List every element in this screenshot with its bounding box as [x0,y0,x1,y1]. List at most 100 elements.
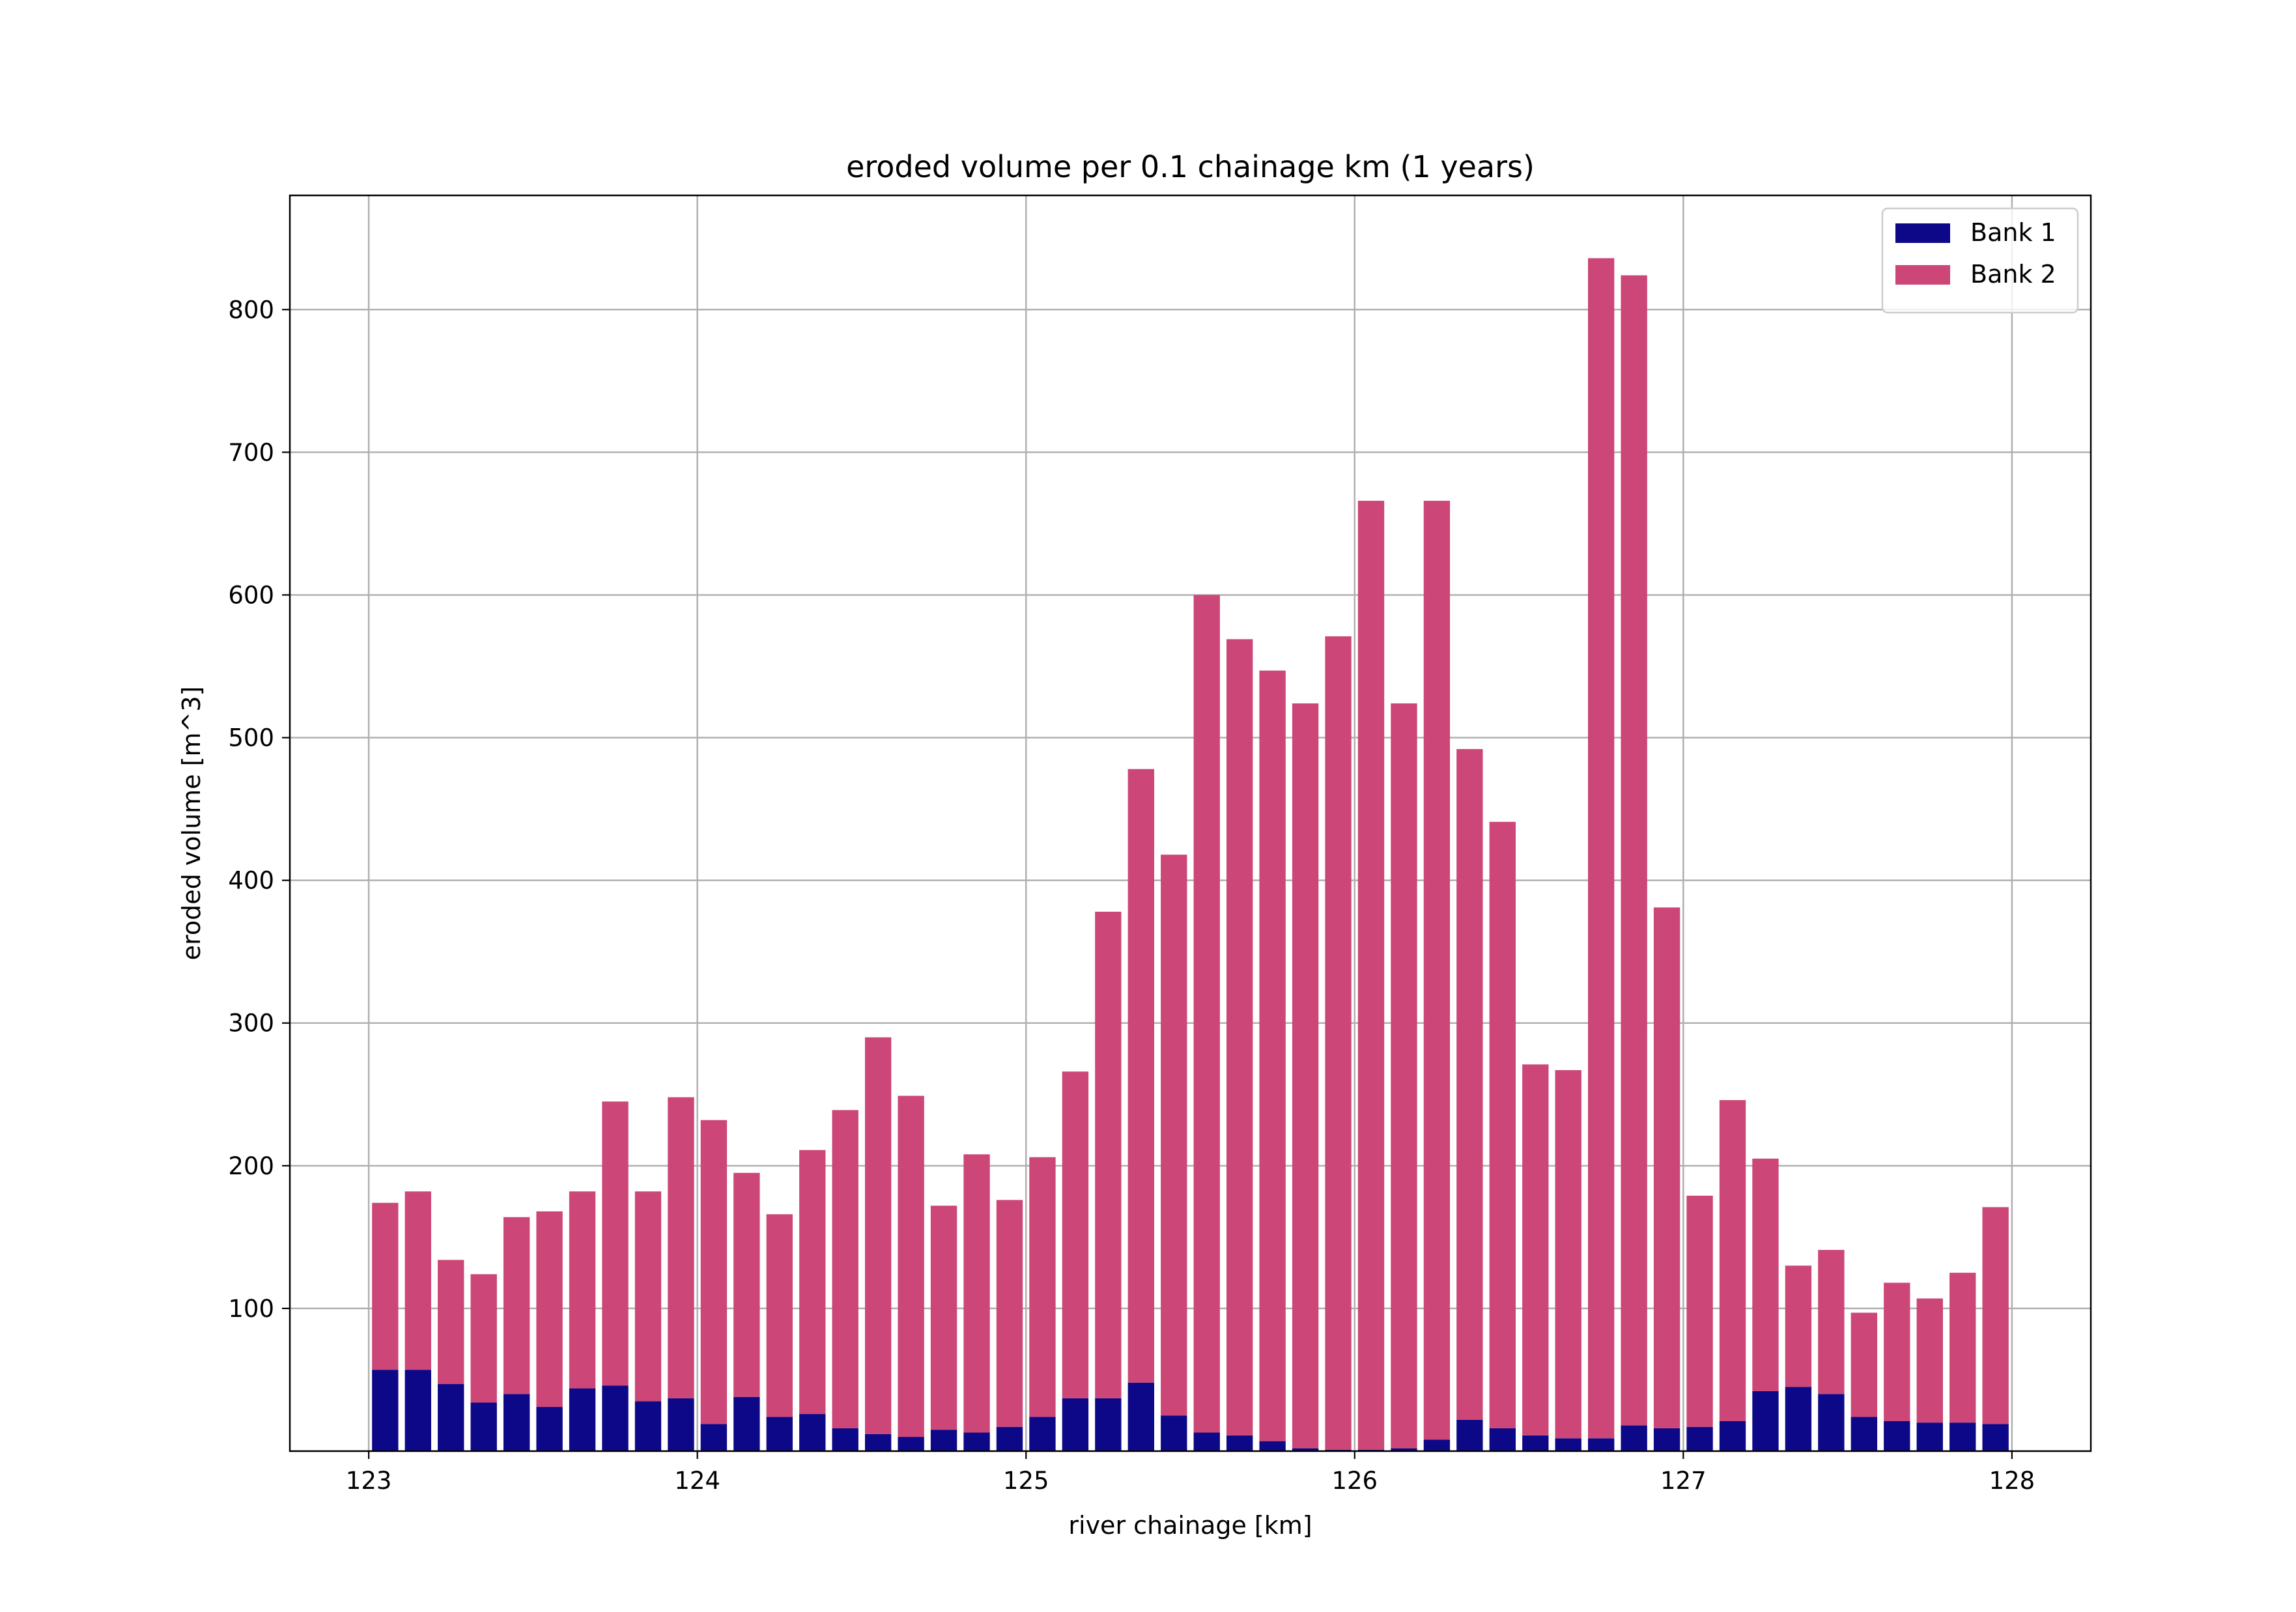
bar-bank-1 [963,1432,990,1451]
bar-bank-1 [1752,1391,1779,1451]
bar-bank-2 [1456,749,1483,1420]
bar-bank-2 [404,1191,431,1370]
ticks: 123 124 125 126 127 128 100 200 300 400 500 600 700 8… [228,296,2035,1495]
bar-bank-2 [634,1191,662,1402]
bar-bank-2 [1029,1157,1056,1417]
bar-bank-2 [766,1214,793,1417]
bar-bank-2 [700,1120,728,1424]
y-tick-label: 200 [228,1152,274,1180]
bar-bank-1 [898,1437,924,1451]
plot-frame [289,194,2092,1452]
bar-bank-2 [864,1037,892,1434]
bar-bank-1 [1818,1394,1845,1451]
bar-bank-2 [1325,636,1352,1450]
x-tick-label: 127 [1660,1467,1707,1495]
bar-bank-1 [404,1370,431,1451]
bar-bank-2 [438,1260,464,1385]
bar-bank-1 [569,1388,596,1451]
bar-bank-2 [1752,1158,1779,1391]
bar-bank-1 [1456,1419,1483,1451]
bar-bank-1 [733,1396,760,1451]
bar-bank-2 [1127,769,1154,1383]
bar-bank-1 [1588,1438,1615,1451]
bar-bank-2 [1226,639,1253,1435]
bar-bank-1 [1653,1428,1680,1451]
bar-bank-1 [602,1385,629,1451]
legend-swatch-bank-1 [1895,223,1950,243]
bar-bank-1 [1127,1382,1154,1451]
bar-bank-2 [832,1110,858,1428]
bar-bank-2 [1621,275,1647,1426]
y-tick-label: 400 [228,867,274,895]
bar-bank-1 [1423,1439,1451,1451]
bar-bank-1 [1621,1425,1647,1451]
bar-bank-1 [766,1417,793,1451]
bar-bank-2 [898,1096,924,1437]
bar-bank-1 [1850,1417,1878,1451]
bar-bank-1 [1884,1421,1910,1451]
bar-bank-2 [930,1206,957,1430]
bar-bank-1 [1686,1426,1713,1451]
bar-bank-1 [1226,1435,1253,1451]
bar-bank-2 [799,1150,826,1415]
bar-bank-1 [799,1414,826,1451]
bar-bank-2 [1555,1070,1581,1439]
x-tick-label: 125 [1003,1467,1049,1495]
bar-bank-1 [930,1430,957,1451]
bar-bank-1 [1259,1441,1286,1451]
bar-bank-2 [1785,1266,1812,1387]
bar-bank-1 [1292,1448,1319,1451]
bar-bank-2 [1818,1250,1845,1394]
legend-swatch-bank-2 [1895,265,1950,285]
bar-bank-2 [1884,1282,1910,1421]
bar-bank-1 [1062,1398,1089,1451]
bar-bank-2 [1292,703,1319,1449]
x-axis-label: river chainage [km] [1068,1511,1312,1540]
bars [372,258,2009,1451]
bar-bank-1 [1916,1422,1943,1451]
x-tick-label: 124 [674,1467,720,1495]
bar-bank-1 [864,1434,892,1451]
chart-title: eroded volume per 0.1 chainage km (1 yea… [846,149,1535,184]
bar-bank-2 [569,1191,596,1389]
bar-bank-2 [1522,1064,1549,1435]
y-tick-label: 100 [228,1295,274,1323]
bar-bank-2 [1653,907,1680,1428]
bar-bank-2 [733,1172,760,1397]
x-tick-label: 123 [346,1467,392,1495]
bar-bank-1 [1489,1428,1516,1451]
y-tick-label: 800 [228,296,274,324]
bar-bank-2 [1423,500,1451,1440]
bar-bank-1 [700,1424,728,1451]
y-tick-label: 700 [228,438,274,466]
bar-bank-1 [1949,1422,1976,1451]
bar-bank-2 [1850,1312,1878,1417]
bar-bank-2 [1391,703,1417,1449]
bar-bank-1 [1785,1387,1812,1451]
bar-bank-2 [1489,821,1516,1428]
bar-bank-2 [1357,500,1385,1450]
x-tick-label: 126 [1331,1467,1378,1495]
bar-bank-1 [634,1401,662,1451]
bar-bank-2 [963,1154,990,1433]
y-tick-label: 600 [228,581,274,609]
bar-bank-2 [1719,1100,1746,1421]
x-tick-label: 128 [1989,1467,2035,1495]
bar-bank-1 [503,1394,530,1451]
bar-bank-2 [372,1202,399,1370]
legend-label-bank-2: Bank 2 [1970,260,2056,289]
bar-bank-2 [503,1217,530,1394]
bar-bank-1 [536,1407,563,1451]
bar-bank-2 [1686,1195,1713,1427]
bar-bank-1 [1161,1415,1187,1451]
bar-bank-2 [1588,258,1615,1439]
bar-bank-1 [438,1384,464,1451]
bar-bank-1 [470,1402,497,1451]
bar-bank-2 [1062,1071,1089,1398]
bar-bank-2 [470,1274,497,1403]
y-tick-label: 500 [228,724,274,752]
bar-bank-1 [1391,1448,1417,1451]
bar-bank-2 [668,1097,694,1398]
bar-bank-2 [536,1211,563,1407]
